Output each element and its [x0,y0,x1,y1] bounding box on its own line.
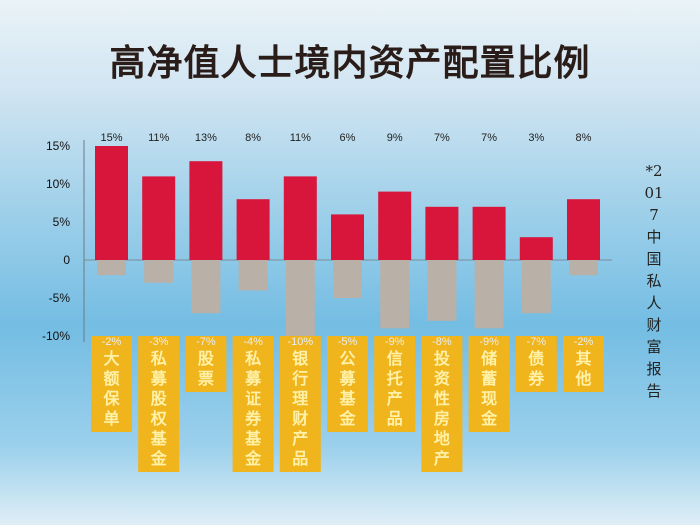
source-note: *2017中国私人财富报告 [644,162,664,400]
bar-positive-label: 15% [100,132,122,144]
bar-positive-label: 11% [290,132,311,144]
bar-negative-label: -4% [243,336,263,348]
chart-title: 高净值人士境内资产配置比例 [109,43,591,84]
bar-positive [95,146,128,260]
category-box [327,336,368,432]
category-box [138,336,180,472]
bar-positive [519,237,553,260]
bar-negative-label: -10% [287,336,313,348]
category-label: 债券 [527,349,545,388]
bar-negative [427,260,457,321]
bar-negative [285,260,315,336]
bar-positive [425,206,459,260]
y-tick-label: -10% [42,329,70,343]
category-box [421,336,463,472]
category-label: 私募证券基金 [244,349,262,468]
category-label: 公募基金 [338,349,356,428]
bar-negative-label: -2% [574,336,594,348]
bar-positive-label: 13% [195,132,217,144]
category-box [91,336,132,432]
bar-negative [333,260,362,298]
bar-positive [331,214,364,260]
bar-positive [472,206,506,260]
bar-negative [380,260,410,329]
category-label: 其他 [574,349,591,388]
bar-positive-label: 9% [387,132,403,144]
category-box [279,336,321,472]
bar-positive-label: 7% [434,132,450,144]
bar-positive-label: 8% [576,132,592,144]
bar-negative-label: -2% [102,336,122,348]
bar-negative-label: -7% [196,336,216,348]
bar-positive-label: 6% [340,132,356,144]
bar-negative [97,260,126,276]
category-box [232,336,274,472]
category-box [374,336,416,432]
y-tick-label: 10% [46,177,70,191]
bar-negative [238,260,268,291]
category-label: 投资性房地产 [434,349,450,468]
y-tick-label: 15% [46,139,70,153]
y-tick-label: 5% [53,215,71,229]
category-label: 股票 [198,349,215,388]
bar-negative-label: -3% [149,336,169,348]
bar-negative-label: -5% [338,336,358,348]
category-box [468,336,510,432]
category-box [185,336,227,392]
bar-positive [236,199,270,260]
bar-positive-label: 11% [148,132,169,144]
bar-negative-label: -9% [385,336,405,348]
bar-negative-label: -9% [479,336,499,348]
category-label: 私募股权基金 [150,349,168,468]
bar-positive [283,176,317,260]
bar-negative [144,260,174,283]
bar-positive [142,176,176,260]
category-box [563,336,604,392]
category-label: 银行理财产品 [291,349,309,468]
y-tick-label: 0 [63,253,70,267]
bar-positive-label: 7% [481,132,497,144]
category-label: 大额保单 [102,349,120,428]
bar-positive [378,191,412,260]
category-label: 信托产品 [387,349,403,428]
bar-negative [474,260,504,329]
bar-negative [521,260,551,314]
bar-positive-label: 3% [528,132,544,144]
y-tick-label: -5% [49,291,71,305]
bar-negative-label: -8% [432,336,452,348]
bar-negative [569,260,598,276]
bar-negative [191,260,221,314]
category-box [515,336,557,392]
bar-positive-label: 8% [245,132,261,144]
bar-positive [189,161,223,260]
bar-positive [567,199,600,260]
bar-negative-label: -7% [527,336,547,348]
category-label: 储蓄现金 [480,349,498,428]
